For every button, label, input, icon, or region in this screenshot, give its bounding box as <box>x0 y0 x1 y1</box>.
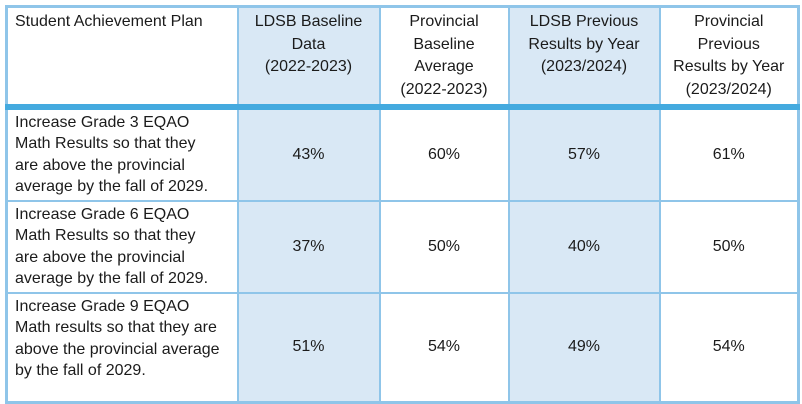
value-cell: 51% <box>236 291 381 404</box>
value-cell: 40% <box>507 199 661 294</box>
header-provincial-previous-results: Provincial Previous Results by Year (202… <box>658 5 800 110</box>
goal-cell: Increase Grade 9 EQAO Math results so th… <box>5 291 239 404</box>
value-cell: 54% <box>378 291 510 404</box>
value-cell: 57% <box>507 105 661 202</box>
header-student-achievement-plan: Student Achievement Plan <box>5 5 239 110</box>
value-cell: 37% <box>236 199 381 294</box>
student-achievement-plan-table: Student Achievement Plan LDSB Baseline D… <box>5 5 800 404</box>
value-cell: 50% <box>658 199 800 294</box>
goal-cell: Increase Grade 3 EQAO Math Results so th… <box>5 105 239 202</box>
table-row-grade-9: Increase Grade 9 EQAO Math results so th… <box>5 291 800 404</box>
header-ldsb-previous-results: LDSB Previous Results by Year (2023/2024… <box>507 5 661 110</box>
header-row: Student Achievement Plan LDSB Baseline D… <box>5 5 800 110</box>
value-cell: 50% <box>378 199 510 294</box>
table-row-grade-6: Increase Grade 6 EQAO Math Results so th… <box>5 199 800 294</box>
goal-cell: Increase Grade 6 EQAO Math Results so th… <box>5 199 239 294</box>
value-cell: 61% <box>658 105 800 202</box>
table-row-grade-3: Increase Grade 3 EQAO Math Results so th… <box>5 105 800 202</box>
value-cell: 43% <box>236 105 381 202</box>
header-provincial-baseline-average: Provincial Baseline Average (2022-2023) <box>378 5 510 110</box>
value-cell: 60% <box>378 105 510 202</box>
header-ldsb-baseline-data: LDSB Baseline Data (2022-2023) <box>236 5 381 110</box>
value-cell: 54% <box>658 291 800 404</box>
value-cell: 49% <box>507 291 661 404</box>
